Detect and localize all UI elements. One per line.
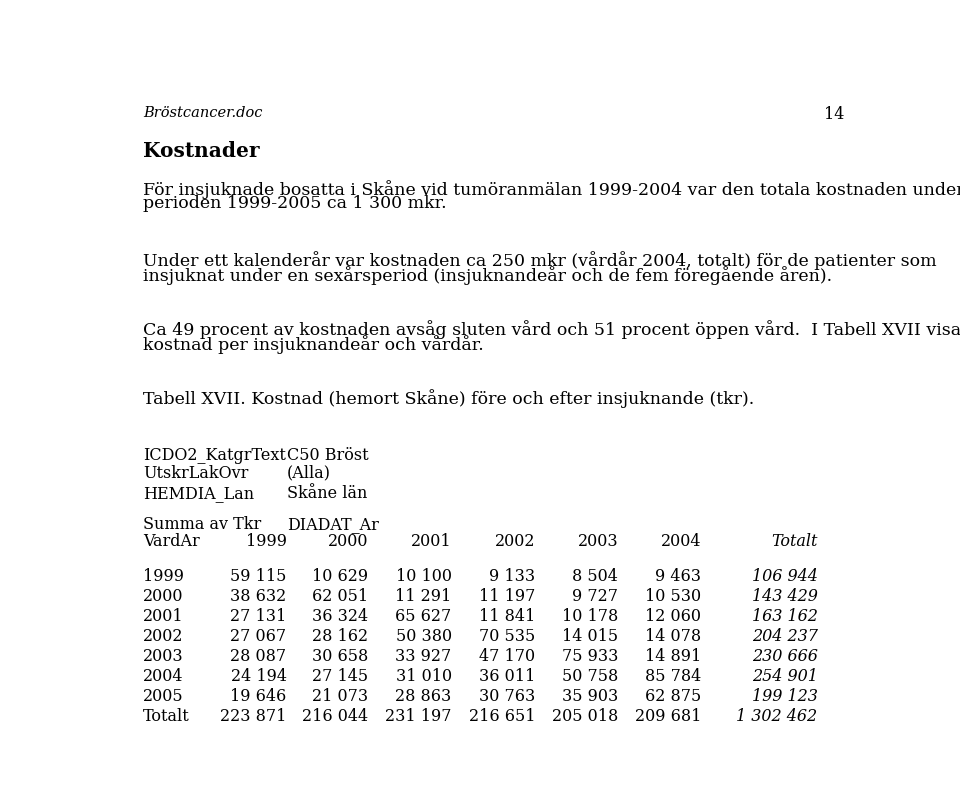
Text: 106 944: 106 944 [752,568,818,585]
Text: 85 784: 85 784 [645,668,701,685]
Text: 8 504: 8 504 [572,568,618,585]
Text: 10 100: 10 100 [396,568,452,585]
Text: Tabell XVII. Kostnad (hemort Skåne) före och efter insjuknande (tkr).: Tabell XVII. Kostnad (hemort Skåne) före… [143,389,755,408]
Text: Kostnader: Kostnader [143,141,260,161]
Text: perioden 1999-2005 ca 1 300 mkr.: perioden 1999-2005 ca 1 300 mkr. [143,195,446,212]
Text: 14 015: 14 015 [563,628,618,645]
Text: Ca 49 procent av kostnaden avsåg sluten vård och 51 procent öppen vård.  I Tabel: Ca 49 procent av kostnaden avsåg sluten … [143,320,960,339]
Text: Under ett kalenderår var kostnaden ca 250 mkr (vårdår 2004, totalt) för de patie: Under ett kalenderår var kostnaden ca 25… [143,251,937,270]
Text: 70 535: 70 535 [479,628,536,645]
Text: 2005: 2005 [143,688,184,705]
Text: 2001: 2001 [411,533,452,550]
Text: 9 727: 9 727 [572,588,618,605]
Text: 254 901: 254 901 [752,668,818,685]
Text: 2000: 2000 [143,588,183,605]
Text: 2003: 2003 [578,533,618,550]
Text: 28 863: 28 863 [396,688,452,705]
Text: 36 011: 36 011 [479,668,536,685]
Text: 1999: 1999 [246,533,287,550]
Text: 10 530: 10 530 [645,588,701,605]
Text: Summa av Tkr: Summa av Tkr [143,516,261,533]
Text: 11 197: 11 197 [479,588,536,605]
Text: 10 629: 10 629 [312,568,368,585]
Text: 2002: 2002 [495,533,536,550]
Text: 11 291: 11 291 [396,588,452,605]
Text: 143 429: 143 429 [752,588,818,605]
Text: 2001: 2001 [143,608,184,625]
Text: 75 933: 75 933 [562,648,618,665]
Text: (Alla): (Alla) [287,465,330,482]
Text: Skåne län: Skåne län [287,484,367,502]
Text: 230 666: 230 666 [752,648,818,665]
Text: 30 658: 30 658 [312,648,368,665]
Text: 14: 14 [825,106,845,123]
Text: 47 170: 47 170 [479,648,536,665]
Text: 35 903: 35 903 [562,688,618,705]
Text: 9 463: 9 463 [656,568,701,585]
Text: DIADAT_Ar: DIADAT_Ar [287,516,378,533]
Text: 2002: 2002 [143,628,183,645]
Text: 36 324: 36 324 [312,608,368,625]
Text: UtskrLakOvr: UtskrLakOvr [143,465,249,482]
Text: 199 123: 199 123 [752,688,818,705]
Text: 38 632: 38 632 [230,588,287,605]
Text: 1999: 1999 [143,568,184,585]
Text: 2004: 2004 [143,668,183,685]
Text: 12 060: 12 060 [645,608,701,625]
Text: 62 875: 62 875 [645,688,701,705]
Text: 65 627: 65 627 [396,608,452,625]
Text: 28 162: 28 162 [312,628,368,645]
Text: VardAr: VardAr [143,533,200,550]
Text: 27 067: 27 067 [230,628,287,645]
Text: 19 646: 19 646 [230,688,287,705]
Text: ICDO2_KatgrText: ICDO2_KatgrText [143,447,286,464]
Text: kostnad per insjuknandeår och vårdår.: kostnad per insjuknandeår och vårdår. [143,335,484,355]
Text: 216 044: 216 044 [301,708,368,725]
Text: 11 841: 11 841 [479,608,536,625]
Text: 10 178: 10 178 [562,608,618,625]
Text: 21 073: 21 073 [312,688,368,705]
Text: 205 018: 205 018 [552,708,618,725]
Text: 33 927: 33 927 [396,648,452,665]
Text: Totalt: Totalt [143,708,190,725]
Text: 14 078: 14 078 [645,628,701,645]
Text: 9 133: 9 133 [490,568,536,585]
Text: 24 194: 24 194 [230,668,287,685]
Text: 31 010: 31 010 [396,668,452,685]
Text: 50 758: 50 758 [562,668,618,685]
Text: Bröstcancer.doc: Bröstcancer.doc [143,106,263,120]
Text: 50 380: 50 380 [396,628,452,645]
Text: insjuknat under en sexårsperiod (insjuknandeår och de fem föregående åren).: insjuknat under en sexårsperiod (insjukn… [143,266,832,285]
Text: HEMDIA_Lan: HEMDIA_Lan [143,484,254,502]
Text: 216 651: 216 651 [468,708,536,725]
Text: 204 237: 204 237 [752,628,818,645]
Text: 27 145: 27 145 [312,668,368,685]
Text: 14 891: 14 891 [645,648,701,665]
Text: 163 162: 163 162 [752,608,818,625]
Text: 1 302 462: 1 302 462 [736,708,818,725]
Text: Totalt: Totalt [771,533,818,550]
Text: 231 197: 231 197 [385,708,452,725]
Text: 2004: 2004 [660,533,701,550]
Text: 28 087: 28 087 [230,648,287,665]
Text: 27 131: 27 131 [230,608,287,625]
Text: 209 681: 209 681 [635,708,701,725]
Text: 62 051: 62 051 [312,588,368,605]
Text: För insjuknade bosatta i Skåne vid tumöranmälan 1999-2004 var den totala kostnad: För insjuknade bosatta i Skåne vid tumör… [143,180,960,199]
Text: 2000: 2000 [327,533,368,550]
Text: 30 763: 30 763 [479,688,536,705]
Text: 223 871: 223 871 [220,708,287,725]
Text: 2003: 2003 [143,648,184,665]
Text: 59 115: 59 115 [230,568,287,585]
Text: C50 Bröst: C50 Bröst [287,447,369,464]
